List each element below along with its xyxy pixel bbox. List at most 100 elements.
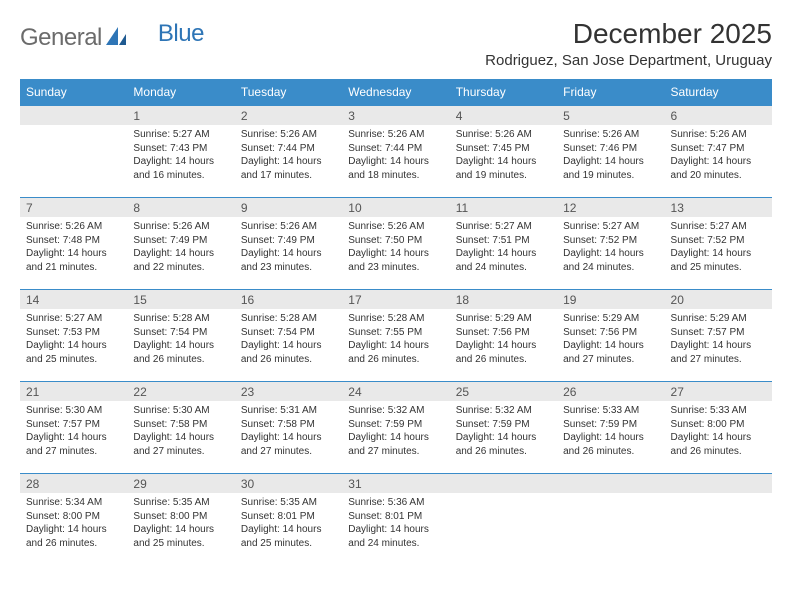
calendar-grid: SundayMondayTuesdayWednesdayThursdayFrid…	[20, 79, 772, 565]
day-number: 17	[342, 289, 449, 309]
sunrise-text: Sunrise: 5:33 AM	[671, 404, 766, 418]
days-of-week-row: SundayMondayTuesdayWednesdayThursdayFrid…	[20, 79, 772, 105]
day-content: Sunrise: 5:26 AMSunset: 7:49 PMDaylight:…	[235, 217, 342, 279]
sunset-text: Sunset: 8:01 PM	[348, 510, 443, 524]
day-content: Sunrise: 5:28 AMSunset: 7:54 PMDaylight:…	[235, 309, 342, 371]
calendar-cell: 16Sunrise: 5:28 AMSunset: 7:54 PMDayligh…	[235, 289, 342, 381]
calendar-cell: 20Sunrise: 5:29 AMSunset: 7:57 PMDayligh…	[665, 289, 772, 381]
brand-text-general: General	[20, 24, 102, 52]
daylight-text: Daylight: 14 hours and 19 minutes.	[563, 155, 658, 182]
day-content: Sunrise: 5:29 AMSunset: 7:56 PMDaylight:…	[450, 309, 557, 371]
daylight-text: Daylight: 14 hours and 26 minutes.	[563, 431, 658, 458]
sunrise-text: Sunrise: 5:28 AM	[133, 312, 228, 326]
calendar-cell: 30Sunrise: 5:35 AMSunset: 8:01 PMDayligh…	[235, 473, 342, 565]
day-content: Sunrise: 5:26 AMSunset: 7:49 PMDaylight:…	[127, 217, 234, 279]
day-content: Sunrise: 5:27 AMSunset: 7:53 PMDaylight:…	[20, 309, 127, 371]
daylight-text: Daylight: 14 hours and 27 minutes.	[133, 431, 228, 458]
calendar-cell: 18Sunrise: 5:29 AMSunset: 7:56 PMDayligh…	[450, 289, 557, 381]
sunrise-text: Sunrise: 5:33 AM	[563, 404, 658, 418]
dow-header: Thursday	[450, 79, 557, 105]
daylight-text: Daylight: 14 hours and 27 minutes.	[563, 339, 658, 366]
location-text: Rodriguez, San Jose Department, Uruguay	[485, 52, 772, 69]
dow-header: Saturday	[665, 79, 772, 105]
day-number: 1	[127, 105, 234, 125]
day-number: 14	[20, 289, 127, 309]
sunset-text: Sunset: 7:44 PM	[348, 142, 443, 156]
day-number: 27	[665, 381, 772, 401]
sunrise-text: Sunrise: 5:32 AM	[456, 404, 551, 418]
day-number: 7	[20, 197, 127, 217]
dow-header: Tuesday	[235, 79, 342, 105]
calendar-cell: 2Sunrise: 5:26 AMSunset: 7:44 PMDaylight…	[235, 105, 342, 197]
calendar-cell: 10Sunrise: 5:26 AMSunset: 7:50 PMDayligh…	[342, 197, 449, 289]
daylight-text: Daylight: 14 hours and 19 minutes.	[456, 155, 551, 182]
month-title: December 2025	[485, 18, 772, 50]
day-content: Sunrise: 5:26 AMSunset: 7:48 PMDaylight:…	[20, 217, 127, 279]
dow-header: Sunday	[20, 79, 127, 105]
calendar-week: 7Sunrise: 5:26 AMSunset: 7:48 PMDaylight…	[20, 197, 772, 289]
day-number: 28	[20, 473, 127, 493]
day-number: 26	[557, 381, 664, 401]
day-number: 21	[20, 381, 127, 401]
day-number: 25	[450, 381, 557, 401]
day-content: Sunrise: 5:32 AMSunset: 7:59 PMDaylight:…	[450, 401, 557, 463]
daylight-text: Daylight: 14 hours and 27 minutes.	[241, 431, 336, 458]
sunrise-text: Sunrise: 5:30 AM	[133, 404, 228, 418]
dow-header: Wednesday	[342, 79, 449, 105]
calendar-cell: 19Sunrise: 5:29 AMSunset: 7:56 PMDayligh…	[557, 289, 664, 381]
day-number: 3	[342, 105, 449, 125]
sunrise-text: Sunrise: 5:32 AM	[348, 404, 443, 418]
day-content: Sunrise: 5:31 AMSunset: 7:58 PMDaylight:…	[235, 401, 342, 463]
daylight-text: Daylight: 14 hours and 25 minutes.	[241, 523, 336, 550]
daylight-text: Daylight: 14 hours and 26 minutes.	[133, 339, 228, 366]
daylight-text: Daylight: 14 hours and 27 minutes.	[671, 339, 766, 366]
calendar-cell: 15Sunrise: 5:28 AMSunset: 7:54 PMDayligh…	[127, 289, 234, 381]
day-content: Sunrise: 5:26 AMSunset: 7:44 PMDaylight:…	[235, 125, 342, 187]
sunset-text: Sunset: 7:58 PM	[133, 418, 228, 432]
sunset-text: Sunset: 7:56 PM	[563, 326, 658, 340]
daylight-text: Daylight: 14 hours and 26 minutes.	[241, 339, 336, 366]
sunset-text: Sunset: 7:52 PM	[671, 234, 766, 248]
day-number: 24	[342, 381, 449, 401]
empty-day-bar	[557, 473, 664, 493]
day-number: 18	[450, 289, 557, 309]
sunrise-text: Sunrise: 5:28 AM	[348, 312, 443, 326]
daylight-text: Daylight: 14 hours and 16 minutes.	[133, 155, 228, 182]
day-content: Sunrise: 5:30 AMSunset: 7:57 PMDaylight:…	[20, 401, 127, 463]
calendar-cell: 7Sunrise: 5:26 AMSunset: 7:48 PMDaylight…	[20, 197, 127, 289]
daylight-text: Daylight: 14 hours and 18 minutes.	[348, 155, 443, 182]
sunset-text: Sunset: 7:50 PM	[348, 234, 443, 248]
day-number: 2	[235, 105, 342, 125]
day-number: 9	[235, 197, 342, 217]
day-number: 10	[342, 197, 449, 217]
calendar-cell: 17Sunrise: 5:28 AMSunset: 7:55 PMDayligh…	[342, 289, 449, 381]
sunset-text: Sunset: 7:47 PM	[671, 142, 766, 156]
day-content: Sunrise: 5:28 AMSunset: 7:54 PMDaylight:…	[127, 309, 234, 371]
day-number: 5	[557, 105, 664, 125]
daylight-text: Daylight: 14 hours and 24 minutes.	[348, 523, 443, 550]
daylight-text: Daylight: 14 hours and 25 minutes.	[133, 523, 228, 550]
calendar-cell: 3Sunrise: 5:26 AMSunset: 7:44 PMDaylight…	[342, 105, 449, 197]
sunset-text: Sunset: 7:58 PM	[241, 418, 336, 432]
sunset-text: Sunset: 8:00 PM	[26, 510, 121, 524]
sunrise-text: Sunrise: 5:26 AM	[26, 220, 121, 234]
day-number: 13	[665, 197, 772, 217]
sunset-text: Sunset: 7:46 PM	[563, 142, 658, 156]
day-content: Sunrise: 5:30 AMSunset: 7:58 PMDaylight:…	[127, 401, 234, 463]
empty-day-bar	[665, 473, 772, 493]
day-content: Sunrise: 5:33 AMSunset: 7:59 PMDaylight:…	[557, 401, 664, 463]
day-number: 8	[127, 197, 234, 217]
daylight-text: Daylight: 14 hours and 25 minutes.	[671, 247, 766, 274]
calendar-week: 1Sunrise: 5:27 AMSunset: 7:43 PMDaylight…	[20, 105, 772, 197]
daylight-text: Daylight: 14 hours and 24 minutes.	[563, 247, 658, 274]
calendar-cell	[20, 105, 127, 197]
sunrise-text: Sunrise: 5:26 AM	[563, 128, 658, 142]
calendar-week: 14Sunrise: 5:27 AMSunset: 7:53 PMDayligh…	[20, 289, 772, 381]
day-content: Sunrise: 5:29 AMSunset: 7:57 PMDaylight:…	[665, 309, 772, 371]
day-content: Sunrise: 5:26 AMSunset: 7:45 PMDaylight:…	[450, 125, 557, 187]
calendar-week: 28Sunrise: 5:34 AMSunset: 8:00 PMDayligh…	[20, 473, 772, 565]
day-content: Sunrise: 5:29 AMSunset: 7:56 PMDaylight:…	[557, 309, 664, 371]
calendar-cell: 23Sunrise: 5:31 AMSunset: 7:58 PMDayligh…	[235, 381, 342, 473]
sunrise-text: Sunrise: 5:27 AM	[456, 220, 551, 234]
day-number: 22	[127, 381, 234, 401]
